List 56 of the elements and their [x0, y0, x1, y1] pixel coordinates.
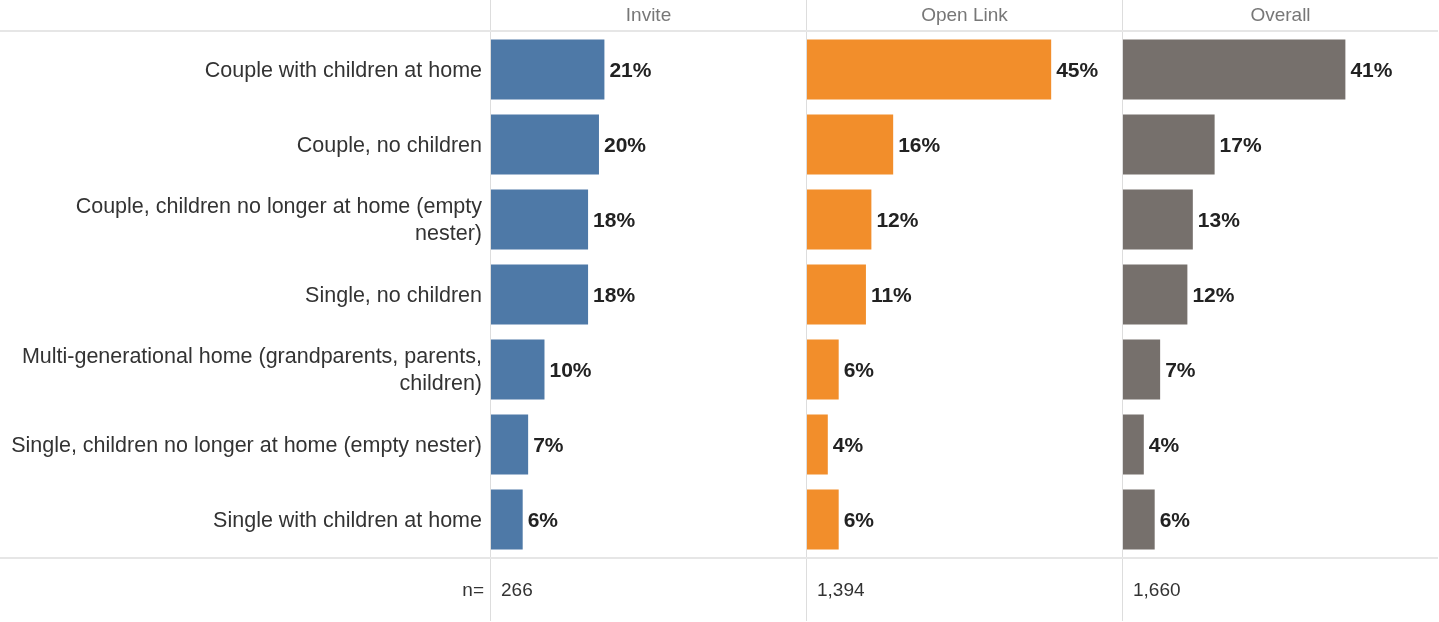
- bar: [806, 39, 1052, 100]
- y-tick-label: Single with children at home: [213, 507, 482, 532]
- data-label: 18%: [593, 207, 636, 231]
- bar: [1122, 264, 1188, 325]
- bar: [806, 414, 828, 475]
- bar: [1122, 189, 1193, 250]
- data-label: 6%: [843, 357, 875, 381]
- bar: [806, 264, 866, 325]
- chart-title: Overall: [1122, 0, 1438, 30]
- bar: [490, 264, 589, 325]
- text: 266: [490, 559, 806, 621]
- data-label: 18%: [593, 282, 636, 306]
- bar: [490, 114, 599, 175]
- bar: [806, 189, 872, 250]
- text: n=: [461, 578, 485, 602]
- data-label: 11%: [870, 282, 913, 306]
- bar: [1122, 39, 1346, 100]
- data-label: 4%: [1148, 432, 1180, 456]
- data-label: 6%: [1159, 507, 1191, 531]
- data-label: 45%: [1056, 57, 1099, 81]
- data-label: 7%: [1165, 357, 1196, 381]
- bar: [490, 189, 589, 250]
- data-label: 6%: [843, 507, 875, 531]
- bar: [806, 489, 839, 550]
- data-label: 6%: [527, 507, 559, 531]
- data-label: 41%: [1350, 57, 1393, 81]
- bar: [806, 339, 839, 400]
- bar: [1122, 489, 1155, 550]
- y-tick-label: Couple with children at home: [204, 57, 482, 82]
- annotation: 1,660: [1122, 559, 1438, 621]
- bar: [490, 414, 529, 475]
- bar: [1122, 414, 1144, 475]
- bar: [1122, 114, 1215, 175]
- y-tick-label: Couple, children no longer at home (empty nester): [75, 194, 483, 245]
- chart-title: Open Link: [806, 0, 1122, 30]
- data-label: 12%: [876, 207, 919, 231]
- data-label: 4%: [832, 432, 864, 456]
- bar: [806, 114, 894, 175]
- data-label: 16%: [898, 132, 941, 156]
- y-tick-label: Couple, no children: [296, 132, 482, 157]
- y-tick-label: Multi-generational home (grandparents, parents, children): [21, 344, 482, 395]
- data-label: 20%: [603, 132, 647, 156]
- data-label: 12%: [1192, 282, 1235, 306]
- chart-title: Invite: [490, 0, 806, 30]
- data-label: 17%: [1219, 132, 1262, 156]
- text: 1,394: [806, 559, 1122, 621]
- bar: [490, 489, 523, 550]
- data-label: 13%: [1197, 207, 1241, 231]
- y-tick-label: Single, children no longer at home (empty nester): [11, 432, 482, 457]
- data-label: 21%: [609, 57, 652, 81]
- data-label: 10%: [549, 357, 592, 381]
- bar: [1122, 339, 1161, 400]
- data-label: 7%: [533, 432, 564, 456]
- bar: [490, 339, 545, 400]
- bar: [490, 39, 605, 100]
- y-tick-label: Single, no children: [305, 282, 482, 307]
